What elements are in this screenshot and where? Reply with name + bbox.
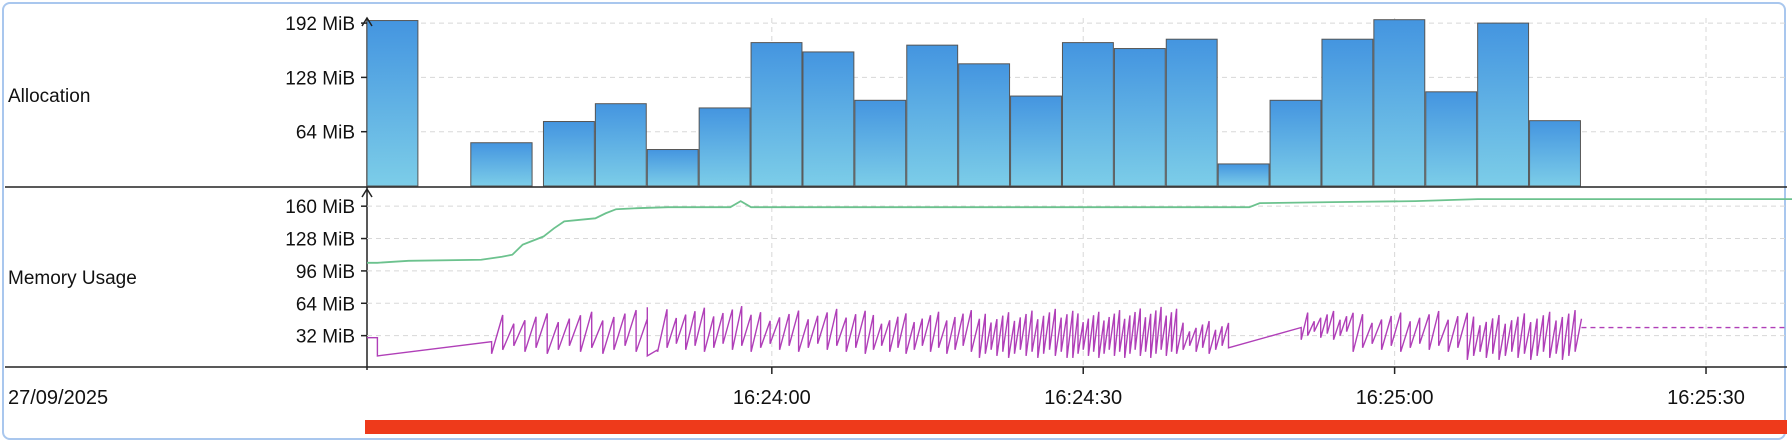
- time-tick-label: 16:25:30: [1667, 387, 1745, 409]
- time-range-bar[interactable]: [365, 420, 1787, 434]
- memory-y-ticks: 32 MiB 64 MiB 96 MiB 128 MiB 160 MiB: [285, 197, 367, 348]
- time-tick-label: 16:25:00: [1356, 387, 1434, 409]
- allocation-bar: [1373, 19, 1426, 187]
- time-tick-label: 16:24:00: [733, 387, 811, 409]
- alloc-y-arrow: [361, 16, 373, 27]
- time-ticks: 16:24:00 16:24:30 16:25:00 16:25:30: [733, 367, 1745, 409]
- allocation-bar: [1269, 99, 1322, 187]
- date-label: 27/09/2025: [8, 387, 108, 409]
- memory-tick-label: 32 MiB: [296, 327, 355, 348]
- allocation-bar: [470, 142, 533, 187]
- allocation-bar: [698, 107, 751, 187]
- allocation-bar: [958, 63, 1011, 187]
- allocation-tick-label: 128 MiB: [285, 68, 355, 89]
- memory-tick-label: 64 MiB: [296, 294, 355, 315]
- time-tick-label: 16:24:30: [1044, 387, 1122, 409]
- allocation-bar: [594, 103, 647, 187]
- allocation-bar: [1477, 22, 1530, 187]
- memory-lines: [367, 198, 1792, 361]
- allocation-bar: [906, 44, 959, 187]
- memory-tick-label: 96 MiB: [296, 262, 355, 283]
- allocation-bar: [1425, 91, 1478, 187]
- allocation-bar: [1165, 38, 1218, 187]
- committed-memory-line: [367, 198, 1792, 264]
- allocation-bar: [1010, 95, 1062, 187]
- allocation-bar: [854, 99, 907, 187]
- chart-frame: [2, 2, 1786, 440]
- allocation-bars: [366, 19, 1581, 187]
- memory-tick-label: 160 MiB: [285, 197, 355, 218]
- allocation-bar: [1529, 120, 1581, 187]
- allocation-bar: [1217, 163, 1270, 187]
- allocation-bar: [646, 149, 699, 187]
- allocation-tick-label: 64 MiB: [296, 123, 355, 144]
- allocation-y-ticks: 64 MiB 128 MiB 192 MiB: [285, 14, 367, 144]
- memory-row-label: Memory Usage: [8, 268, 137, 289]
- allocation-row-label: Allocation: [8, 86, 90, 107]
- memory-grid: [367, 18, 1787, 368]
- allocation-bar: [542, 121, 595, 187]
- used-memory-line: [367, 305, 1583, 361]
- allocation-tick-label: 192 MiB: [285, 14, 355, 35]
- mem-y-arrow: [361, 187, 373, 198]
- allocation-bar: [802, 51, 855, 187]
- allocation-bar: [366, 20, 419, 187]
- allocation-bar: [750, 42, 803, 187]
- allocation-bar: [1321, 38, 1374, 187]
- allocation-bar: [1113, 48, 1166, 187]
- allocation-bar: [1061, 42, 1114, 187]
- memory-tick-label: 128 MiB: [285, 230, 355, 251]
